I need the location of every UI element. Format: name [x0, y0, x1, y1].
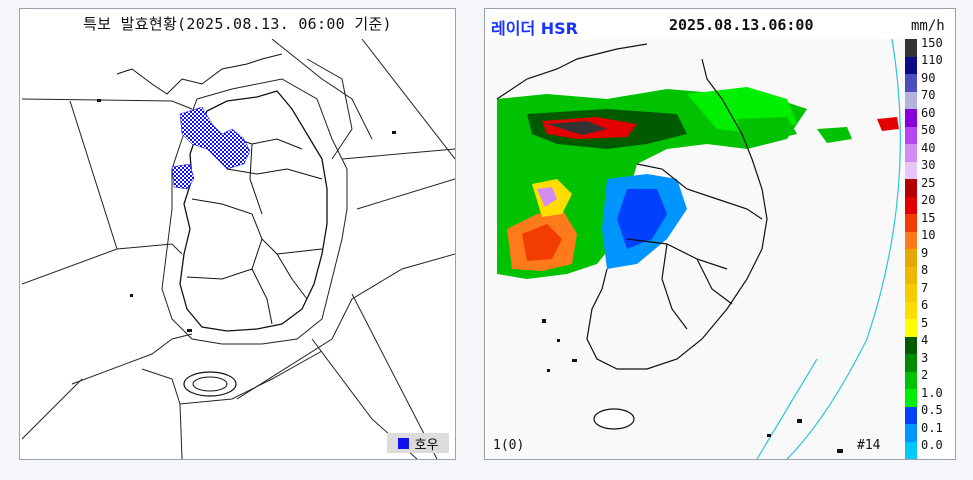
- legend-row: 30: [905, 158, 936, 179]
- rainfall-legend: 150 110 90 70 60 50 40 30 25 20 15 10 9 8 7 6 5 4 3 2 1.0 0.5…: [905, 35, 953, 459]
- warning-status-panel: 특보 발효현황(2025.08.13. 06:00 기준): [19, 8, 456, 460]
- heavy-rain-legend-swatch: [397, 437, 409, 449]
- legend-swatch: [905, 179, 917, 197]
- legend-row: 15: [905, 210, 936, 232]
- legend-swatch: [905, 441, 917, 459]
- legend-swatch: [905, 39, 917, 57]
- legend-label: 50: [921, 123, 936, 138]
- legend-label: 2: [921, 368, 929, 383]
- legend-row: 70: [905, 88, 936, 109]
- coast-zone-outline: [161, 78, 348, 345]
- legend-row: 5: [905, 315, 929, 337]
- legend-swatch: [905, 371, 917, 389]
- legend-label: 0.5: [921, 403, 943, 418]
- legend-swatch: [905, 336, 917, 354]
- radar-timestamp: 2025.08.13.06:00: [669, 16, 814, 34]
- legend-swatch: [905, 249, 917, 267]
- legend-label: 6: [921, 298, 929, 313]
- legend-row: 20: [905, 193, 936, 214]
- legend-label: 40: [921, 140, 936, 155]
- heavy-rain-legend-label: 호우: [414, 437, 439, 453]
- legend-swatch: [905, 91, 917, 109]
- legend-label: 10: [921, 228, 936, 243]
- legend-row: 8: [905, 263, 929, 284]
- legend-row: 1.0: [905, 385, 943, 407]
- legend-label: 70: [921, 88, 936, 103]
- legend-label: 1.0: [921, 385, 943, 400]
- legend-swatch: [905, 389, 917, 407]
- legend-swatch: [905, 354, 917, 372]
- legend-label: 7: [921, 280, 929, 295]
- legend-label: 9: [921, 245, 929, 260]
- heavy-rain-warning-areas: [171, 106, 251, 190]
- legend-label: 30: [921, 158, 936, 173]
- legend-label: 8: [921, 263, 929, 278]
- legend-row: 60: [905, 105, 936, 127]
- warning-map-svg: [21, 38, 456, 460]
- legend-swatch: [905, 214, 917, 232]
- legend-label: 110: [921, 53, 943, 68]
- legend-row: 9: [905, 245, 929, 267]
- legend-swatch: [905, 161, 917, 179]
- precipitation-echoes: [497, 87, 899, 279]
- legend-swatch: [905, 266, 917, 284]
- radar-panel: 레이더 HSR 2025.08.13.06:00 mm/h: [484, 8, 956, 460]
- radar-map[interactable]: [487, 38, 907, 460]
- legend-swatch: [905, 109, 917, 127]
- legend-swatch: [905, 56, 917, 74]
- legend-label: 90: [921, 70, 936, 85]
- jeju-island: [183, 371, 237, 397]
- radar-label: 레이더 HSR: [491, 19, 578, 38]
- legend-row: 150: [905, 35, 943, 57]
- radar-count-label: 1(0): [493, 438, 525, 453]
- legend-row: 3: [905, 350, 929, 372]
- legend-swatch: [905, 231, 917, 249]
- legend-swatch: [905, 144, 917, 162]
- unit-label: mm/h: [911, 18, 945, 34]
- legend-row: 50: [905, 123, 936, 144]
- warning-legend: 호우: [387, 433, 449, 453]
- warning-title-bar: 특보 발효현황(2025.08.13. 06:00 기준): [20, 9, 455, 39]
- legend-row: 110: [905, 53, 943, 74]
- legend-label: 60: [921, 105, 936, 120]
- jeju-island: [593, 408, 635, 430]
- legend-label: 0.1: [921, 420, 943, 435]
- legend-label: 25: [921, 175, 936, 190]
- legend-label: 5: [921, 315, 929, 330]
- legend-label: 4: [921, 333, 929, 348]
- legend-row: 7: [905, 280, 929, 302]
- legend-label: 3: [921, 350, 929, 365]
- legend-row: 0.5: [905, 403, 943, 424]
- legend-row: 40: [905, 140, 936, 162]
- legend-row: 4: [905, 333, 929, 354]
- warning-map[interactable]: [21, 38, 456, 460]
- legend-label: 0.0: [921, 438, 943, 453]
- legend-swatch: [905, 126, 917, 144]
- legend-row: 6: [905, 298, 929, 319]
- legend-swatch: [905, 319, 917, 337]
- legend-row: 0.0: [905, 438, 943, 459]
- legend-label: 15: [921, 210, 936, 225]
- legend-row: 10: [905, 228, 936, 249]
- radar-range-rings: [756, 38, 901, 460]
- legend-swatch: [905, 74, 917, 92]
- legend-row: 90: [905, 70, 936, 92]
- legend-row: 0.1: [905, 420, 943, 442]
- legend-swatch: [905, 284, 917, 302]
- legend-label: 20: [921, 193, 936, 208]
- legend-label: 150: [921, 35, 943, 50]
- coastline: [496, 43, 768, 370]
- radar-map-svg: [496, 38, 901, 460]
- legend-row: 25: [905, 175, 936, 197]
- legend-swatch: [905, 196, 917, 214]
- legend-swatch: [905, 424, 917, 442]
- legend-swatch: [905, 301, 917, 319]
- legend-swatch: [905, 406, 917, 424]
- legend-row: 2: [905, 368, 929, 389]
- radar-frame-label: #14: [857, 438, 881, 453]
- warning-map-title: 특보 발효현황(2025.08.13. 06:00 기준): [83, 15, 392, 33]
